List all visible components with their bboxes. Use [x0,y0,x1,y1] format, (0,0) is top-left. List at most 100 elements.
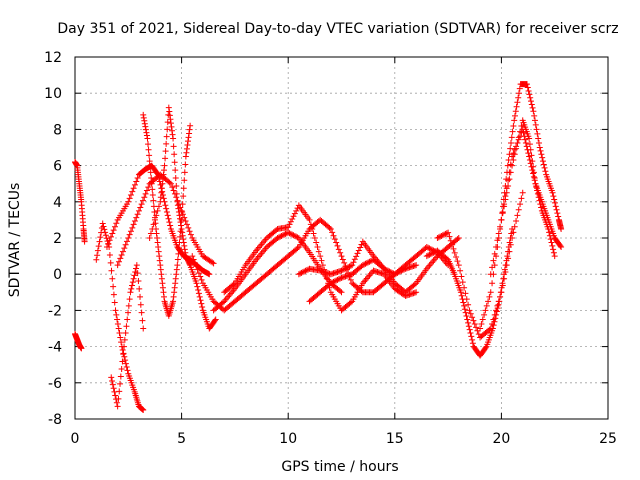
data-point [134,175,141,182]
data-point [198,300,205,307]
data-point [93,256,100,263]
data-point [507,145,514,152]
data-point [121,353,128,360]
data-point [139,197,146,204]
data-point [168,123,175,130]
data-point [425,244,432,251]
data-point [230,281,237,288]
data-point [355,247,362,254]
data-point [146,235,153,241]
data-point [122,330,129,337]
data-point [515,206,522,213]
series-arc-early-high [72,158,88,245]
data-point [490,257,497,264]
data-point [319,262,326,269]
data-point [490,322,497,329]
data-point [339,266,346,273]
data-point [158,189,165,196]
data-point [489,280,496,287]
data-point [327,225,334,232]
data-point [366,258,373,265]
series-arc-f [146,104,219,332]
data-point [358,288,365,295]
data-point [538,151,545,158]
data-point [517,128,524,135]
series-arc-early-low [72,330,85,352]
data-point [165,215,172,222]
x-axis-ticks: 0 5 10 15 20 25 [71,57,617,447]
data-point [277,233,284,240]
data-point [341,266,348,273]
data-point [537,147,544,154]
data-point [507,169,514,176]
data-point [195,287,202,294]
data-point [539,158,546,165]
data-point [315,248,322,255]
data-point [128,285,135,292]
data-point [142,126,149,133]
data-point [169,127,176,134]
data-point [110,227,117,234]
data-point [511,151,518,158]
data-point [520,129,527,136]
data-point [457,267,464,274]
data-point [147,169,154,176]
data-point [150,197,157,204]
data-point [94,252,101,259]
data-point [162,202,169,209]
data-point [140,406,147,413]
data-point [186,228,193,235]
data-point [455,235,462,241]
data-point [158,185,165,192]
data-point [229,288,236,295]
data-point [171,289,178,296]
data-point [489,264,496,271]
data-point [447,237,454,244]
data-point [170,187,177,194]
data-point [182,218,189,225]
data-point [106,251,113,258]
data-point [184,138,191,145]
data-point [138,309,145,316]
data-point [470,317,477,324]
data-point [515,90,522,97]
data-point [123,363,130,370]
data-point [197,297,204,304]
data-point [130,221,137,228]
y-tick-label: -6 [48,376,62,392]
data-point [473,324,480,331]
data-point [525,150,532,157]
data-point [164,212,171,219]
data-point [107,233,114,240]
data-point [531,117,538,124]
data-point [486,326,493,333]
data-point [127,192,134,199]
data-point [547,236,554,243]
data-point [451,249,458,256]
data-point [258,250,265,257]
data-point [225,293,232,300]
data-point [169,184,176,191]
data-point [351,256,358,263]
data-point [179,232,186,239]
data-point [131,272,138,279]
data-point [553,206,560,213]
data-point [333,277,340,284]
data-point [490,316,497,323]
data-point [550,246,557,253]
data-point [109,381,116,388]
data-point [334,276,341,283]
data-point [186,261,193,268]
data-point [140,325,147,332]
data-point [345,264,352,271]
y-tick-label: 8 [53,122,62,138]
data-point [463,296,470,303]
data-point [347,299,354,306]
data-point [538,204,545,211]
data-point [460,299,467,306]
data-point [222,296,229,303]
data-point [465,323,472,330]
data-point [151,208,158,215]
data-point [501,203,508,210]
data-point [115,325,122,332]
